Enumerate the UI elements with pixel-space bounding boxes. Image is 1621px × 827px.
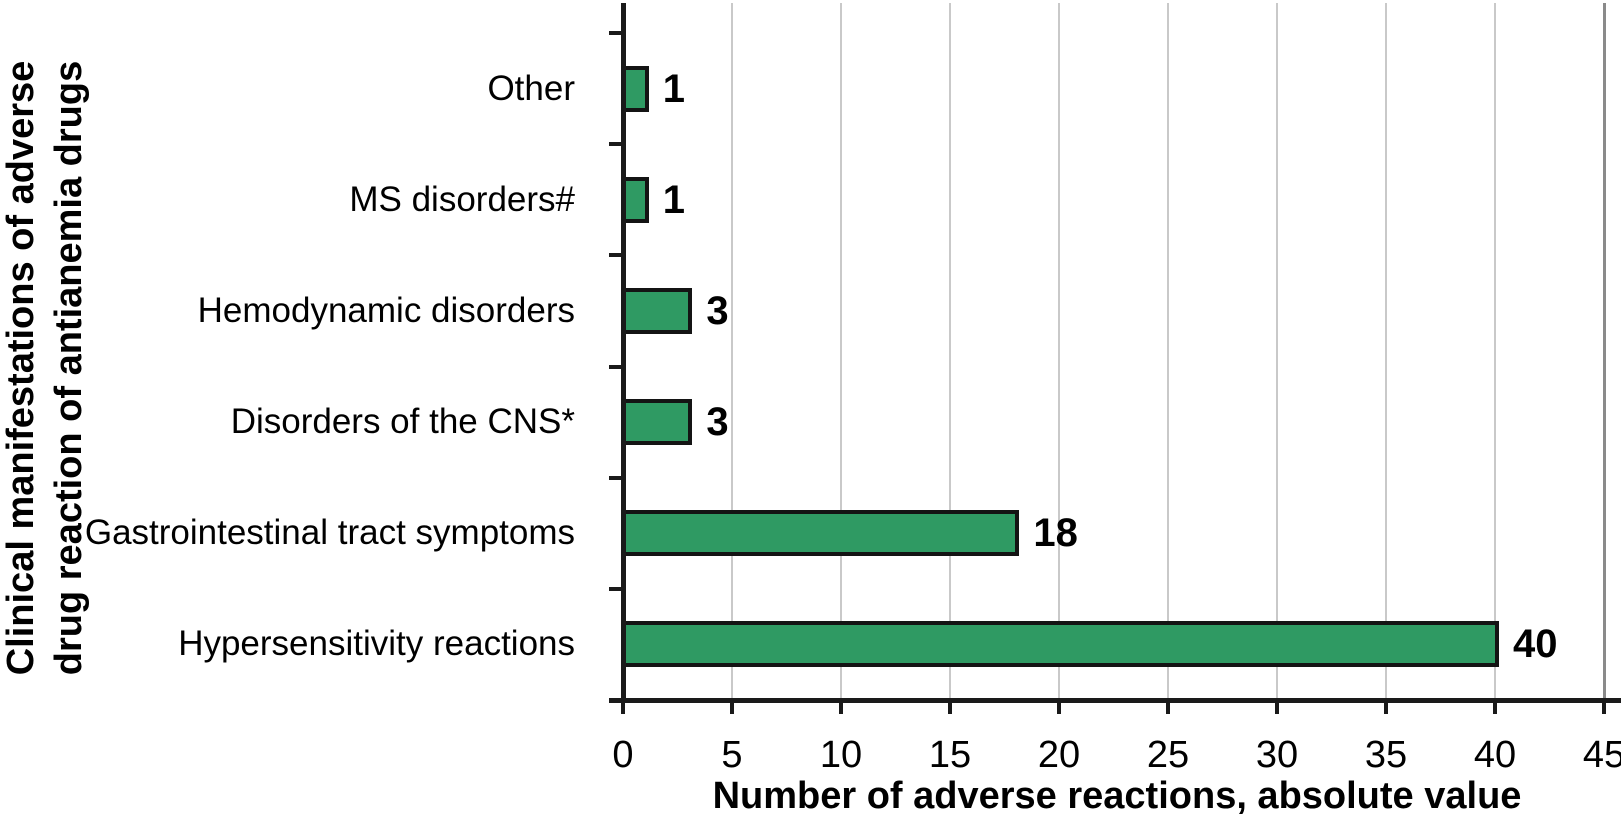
y-axis-tick: [609, 364, 625, 369]
gridline-5: [731, 3, 733, 699]
y-axis-tick: [609, 142, 625, 147]
gridline-30: [1276, 3, 1278, 699]
x-axis-tick-label-35: 35: [1364, 734, 1408, 776]
category-label-gastrointestinal-tract-symptoms: Gastrointestinal tract symptoms: [84, 513, 575, 553]
x-axis-title: Number of adverse reactions, absolute va…: [712, 775, 1522, 817]
y-axis-tick: [609, 31, 625, 35]
x-axis-tick-label-10: 10: [819, 734, 863, 776]
bar-disorders-of-the-cns: [621, 399, 693, 446]
gridline-35: [1385, 3, 1387, 699]
gridline-20: [1058, 3, 1060, 699]
y-axis-line: [621, 3, 626, 702]
x-axis-tick-label-5: 5: [721, 734, 743, 776]
bar-gastrointestinal-tract-symptoms: [621, 510, 1020, 557]
value-label-disorders-of-the-cns: 3: [706, 400, 729, 445]
category-label-ms-disorders: MS disorders#: [349, 179, 575, 219]
bar-hemodynamic-disorders: [621, 287, 693, 334]
x-axis-tick-label-30: 30: [1255, 734, 1299, 776]
y-axis-tick: [609, 586, 625, 591]
x-axis-tick-label-20: 20: [1037, 734, 1081, 776]
gridline-15: [949, 3, 951, 699]
category-label-disorders-of-the-cns: Disorders of the CNS*: [230, 402, 575, 442]
gridline-10: [840, 3, 842, 699]
plot-right-border: [1603, 3, 1606, 699]
y-axis-tick: [609, 475, 625, 480]
x-axis-tick-0: [621, 700, 625, 714]
x-axis-tick-20: [1057, 700, 1061, 714]
x-axis-tick-label-40: 40: [1473, 734, 1517, 776]
x-axis-tick-25: [1166, 700, 1170, 714]
category-label-hypersensitivity-reactions: Hypersensitivity reactions: [178, 624, 575, 664]
x-axis-tick-10: [839, 700, 843, 714]
x-axis-tick-label-45: 45: [1582, 734, 1621, 776]
value-label-hemodynamic-disorders: 3: [706, 288, 729, 333]
x-axis-tick-5: [730, 700, 734, 714]
x-axis-tick-label-25: 25: [1146, 734, 1190, 776]
x-axis-tick-30: [1275, 700, 1279, 714]
x-axis-tick-label-0: 0: [612, 734, 634, 776]
x-axis-tick-35: [1384, 700, 1388, 714]
gridline-40: [1494, 3, 1496, 699]
bar-hypersensitivity-reactions: [621, 621, 1499, 668]
value-label-other: 1: [662, 66, 686, 111]
category-label-hemodynamic-disorders: Hemodynamic disorders: [197, 290, 575, 330]
x-axis-tick-label-15: 15: [928, 734, 972, 776]
x-axis-line: [609, 698, 1621, 703]
gridline-25: [1167, 3, 1169, 699]
category-label-other: Other: [487, 68, 575, 108]
x-axis-tick-40: [1493, 700, 1497, 714]
x-axis-tick-15: [948, 700, 952, 714]
x-axis-tick-45: [1602, 700, 1606, 714]
value-label-gastrointestinal-tract-symptoms: 18: [1033, 511, 1078, 556]
value-label-hypersensitivity-reactions: 40: [1513, 622, 1558, 667]
value-label-ms-disorders: 1: [662, 177, 686, 222]
y-axis-tick: [609, 253, 625, 258]
